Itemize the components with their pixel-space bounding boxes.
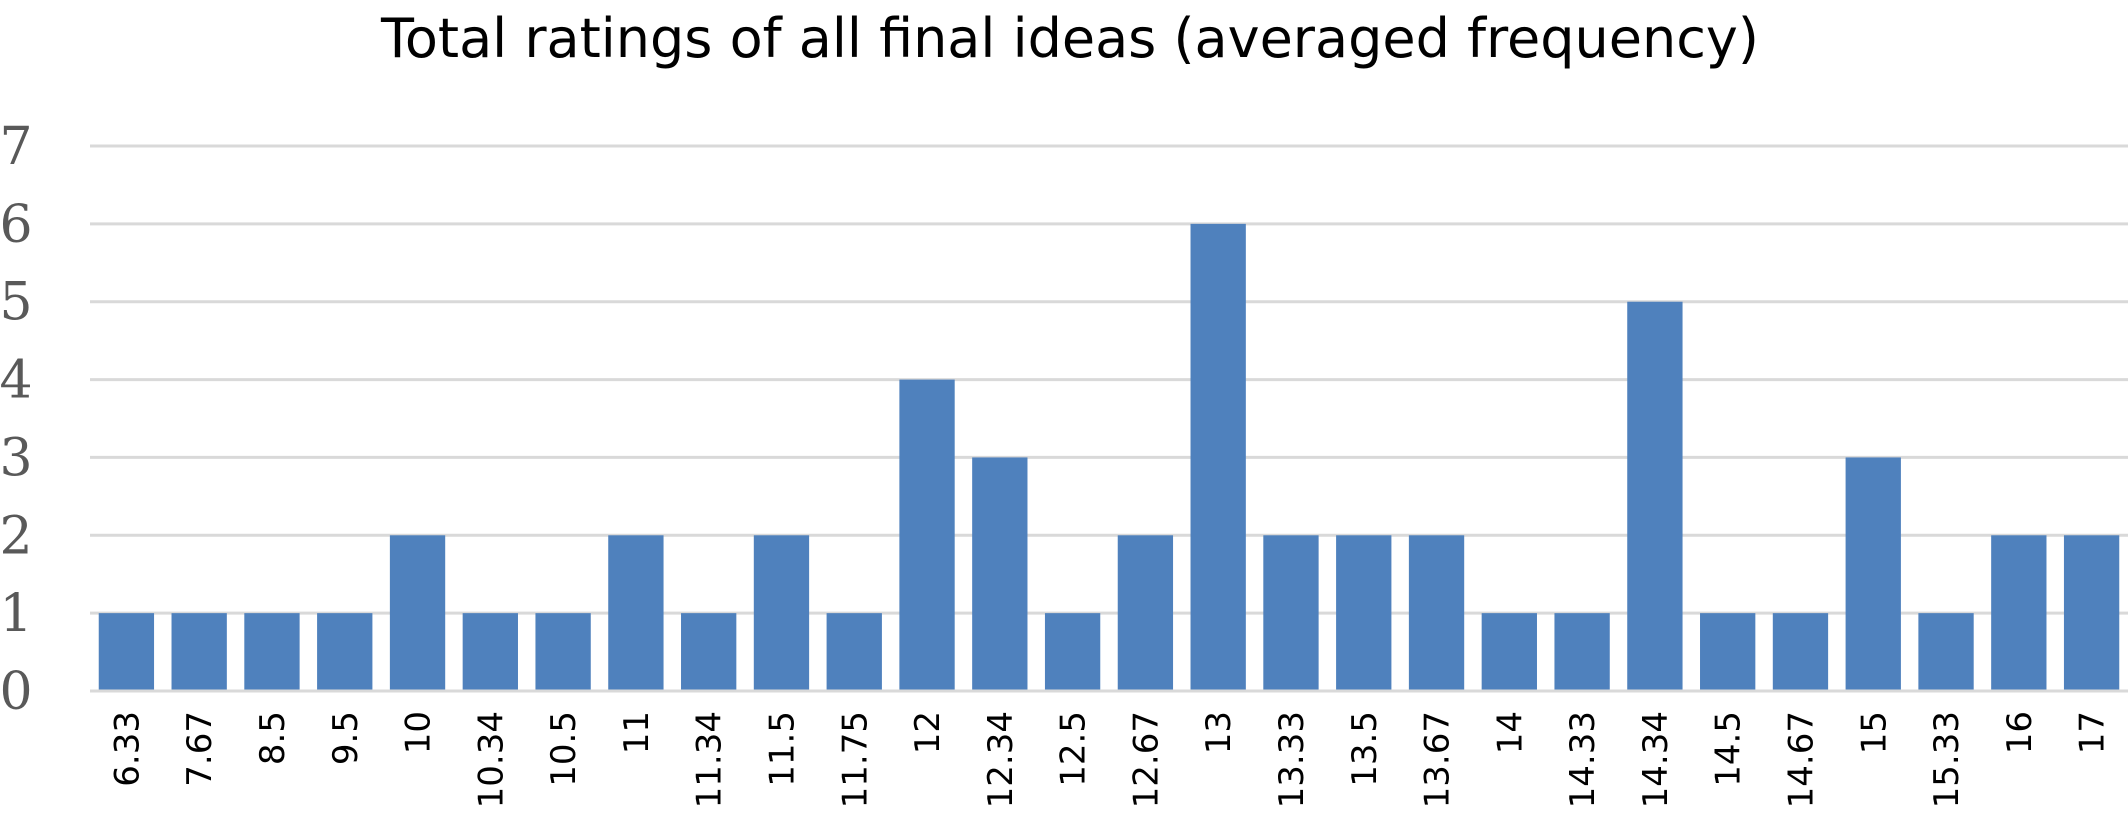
x-tick-label: 13.33 [1272,711,1312,808]
bar-7.67 [171,613,227,691]
chart-title: Total ratings of all final ideas (averag… [380,7,1759,70]
bar-6.33 [98,613,155,691]
x-tick-label: 13.67 [1418,711,1458,808]
x-tick-label: 12 [908,711,948,754]
x-tick-label: 9.5 [326,711,366,765]
bar-12.5 [1044,613,1101,691]
x-tick-label: 8.5 [253,711,293,765]
bar-14.33 [1554,613,1610,691]
bar-8.5 [244,613,300,691]
x-tick-label: 14.67 [1781,711,1821,808]
bar-15.33 [1918,613,1974,691]
bar-14.5 [1700,613,1756,691]
x-tick-label: 12.34 [981,711,1021,808]
x-tick-label: 10.34 [471,711,511,808]
x-tick-label: 13.5 [1345,711,1385,787]
y-tick-label: 3 [0,428,33,488]
x-tick-label: 10.5 [544,711,584,787]
bar-14 [1481,613,1537,691]
bar-10.34 [462,613,518,691]
bar-13.67 [1408,535,1465,691]
x-tick-label: 12.5 [1054,711,1094,787]
bar-13.33 [1263,535,1319,691]
bar-11 [608,535,664,691]
bar-9.5 [317,613,373,691]
bar-13 [1190,223,1246,691]
y-tick-label: 1 [0,584,33,644]
x-axis-ticks: 6.33 7.67 8.5 9.5 10 10.34 10.5 11 11.34 11.5 11.7… [107,711,2112,808]
bar-11.5 [753,535,810,691]
x-tick-label: 11.34 [690,711,730,808]
bar-11.75 [826,613,882,691]
bar-12 [899,379,955,691]
x-tick-label: 6.33 [107,711,147,787]
bar-14.34 [1627,301,1683,691]
y-axis-ticks: 0 1 2 3 4 5 6 7 [0,117,33,722]
x-tick-label: 13 [1199,711,1239,754]
bar-12.67 [1117,535,1174,691]
x-tick-label: 11.5 [762,711,802,787]
bar-15 [1845,457,1901,691]
bars [98,223,2120,691]
bar-13.5 [1336,535,1392,691]
x-tick-label: 14.33 [1563,711,1603,808]
x-tick-label: 15.33 [1927,711,1967,808]
x-tick-label: 11 [617,711,657,754]
x-tick-label: 7.67 [180,711,220,787]
x-tick-label: 14 [1490,711,1530,754]
y-tick-label: 0 [0,662,33,722]
bar-14.67 [1772,613,1829,691]
bar-11.34 [681,613,737,691]
bar-12.34 [972,457,1028,691]
x-tick-label: 17 [2073,711,2113,754]
x-tick-label: 16 [2000,711,2040,754]
x-tick-label: 15 [1854,711,1894,754]
y-tick-label: 2 [0,506,33,566]
y-tick-label: 5 [0,273,33,333]
x-tick-label: 12.67 [1126,711,1166,808]
bar-16 [1991,535,2047,691]
bar-10 [389,535,446,691]
x-tick-label: 10 [399,711,439,754]
y-tick-label: 6 [0,195,33,255]
bar-10.5 [535,613,591,691]
x-tick-label: 11.75 [835,711,875,808]
bar-17 [2063,535,2120,691]
y-tick-label: 7 [0,117,33,177]
x-tick-label: 14.5 [1709,711,1749,787]
x-tick-label: 14.34 [1636,711,1676,808]
y-tick-label: 4 [0,351,33,411]
